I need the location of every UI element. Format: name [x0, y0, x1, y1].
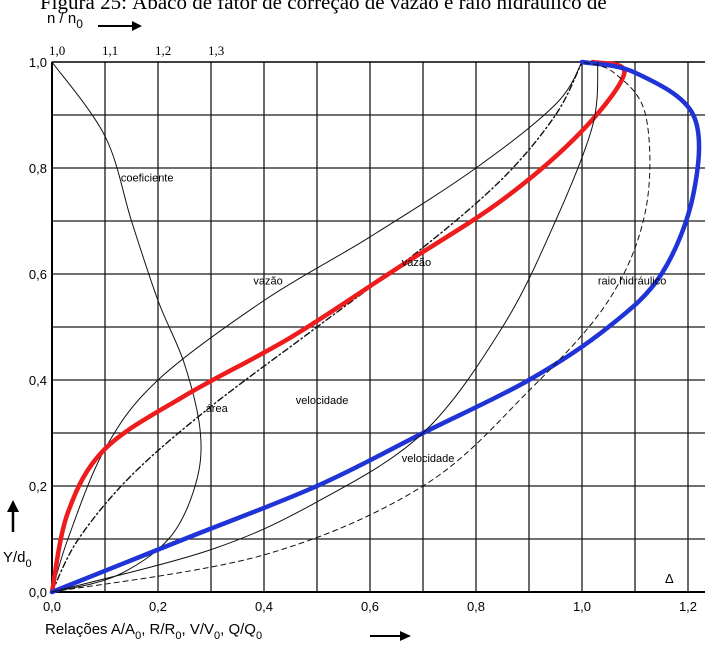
- y-tick-label: 0,0: [29, 585, 47, 600]
- series-line-dashed-6: [51, 61, 651, 593]
- top-tick-label: 1,3: [208, 43, 224, 58]
- x-axis-label: Relações A/A0, R/R0, V/V0, Q/Q0: [45, 621, 411, 642]
- corner-mark: Δ: [665, 571, 674, 586]
- x-tick-label: 0,6: [361, 599, 379, 614]
- x-tick-label: 0,8: [467, 599, 485, 614]
- series-line-dashdot-2: [51, 61, 583, 593]
- series-line-blue-4: [49, 59, 702, 595]
- series-label: coeficiente: [121, 172, 174, 184]
- x-axis-label-text: Relações A/A0, R/R0, V/V0, Q/Q0: [45, 621, 262, 642]
- top-tick-label: 1,0: [49, 43, 65, 58]
- top-axis-label: n / n0: [47, 10, 142, 31]
- series-line-thin-1: [51, 61, 583, 593]
- series-label: raio hidráulico: [598, 276, 666, 288]
- y-tick-label: 0,2: [29, 479, 47, 494]
- series-line-red-3: [49, 59, 627, 595]
- y-axis-label-text: Y/d0: [3, 549, 32, 570]
- x-tick-label: 1,0: [573, 599, 591, 614]
- top-axis-label-text: n / n0: [47, 10, 83, 31]
- x-axis-arrow-head: [400, 631, 411, 641]
- y-tick-label: 0,8: [29, 161, 47, 176]
- y-axis-ticks: 0,0 0,2 0,4 0,6 0,8 1,0: [29, 55, 47, 600]
- x-axis-ticks: 0,0 0,2 0,4 0,6 0,8 1,0 1,2: [43, 599, 697, 614]
- series-line-thin-5: [51, 61, 599, 593]
- y-tick-label: 0,6: [29, 267, 47, 282]
- series-line-thin-0: [51, 61, 202, 593]
- series-label: vazão: [402, 257, 431, 269]
- x-tick-label: 0,0: [43, 599, 61, 614]
- series-label: área: [206, 403, 229, 415]
- series-labels: coeficiente vazão área vazão raio hidráulico…: [121, 172, 666, 465]
- series-layer: [49, 59, 702, 595]
- top-tick-label: 1,2: [155, 43, 171, 58]
- series-label: velocidade: [296, 395, 349, 407]
- series-label: vazão: [253, 276, 282, 288]
- top-axis-ticks: 1,0 1,1 1,2 1,3: [49, 43, 224, 58]
- series-label: velocidade: [402, 453, 455, 465]
- y-axis-label: Y/d0: [3, 500, 32, 570]
- y-tick-label: 0,4: [29, 373, 47, 388]
- x-tick-label: 0,4: [255, 599, 273, 614]
- top-axis-arrow-head: [132, 21, 142, 31]
- x-tick-label: 0,2: [149, 599, 167, 614]
- grid: [52, 62, 705, 592]
- x-tick-label: 1,2: [679, 599, 697, 614]
- y-tick-label: 1,0: [29, 55, 47, 70]
- top-tick-label: 1,1: [102, 43, 118, 58]
- corner-mark-text: Δ: [665, 571, 674, 586]
- chart-title: Figura 25: Ábaco de fator de correção de…: [40, 0, 607, 14]
- y-axis-arrow-head: [7, 500, 19, 512]
